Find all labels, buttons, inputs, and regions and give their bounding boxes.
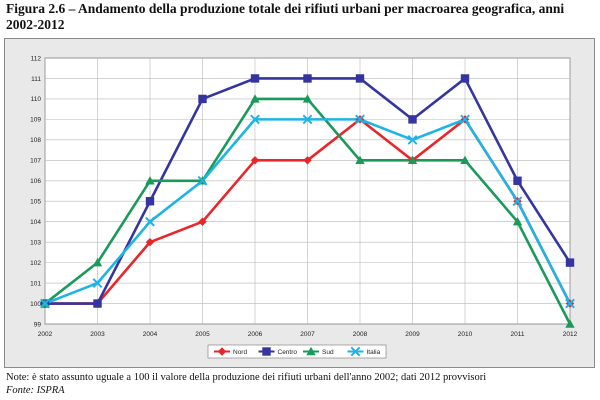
data-point-sud [302, 94, 313, 103]
data-point-italia [92, 278, 103, 288]
data-point-italia [250, 114, 260, 125]
x-tick-label: 2002 [38, 331, 53, 338]
x-tick-label: 2005 [195, 331, 210, 338]
legend-label-italia: Italia [367, 349, 381, 356]
y-tick-label: 106 [30, 178, 41, 185]
y-tick-label: 107 [30, 158, 41, 165]
y-tick-label: 103 [30, 239, 41, 246]
data-point-sud [145, 176, 155, 185]
data-point-italia [145, 216, 155, 227]
data-point-sud [250, 94, 260, 103]
y-tick-label: 104 [30, 219, 41, 226]
data-point-nord [145, 237, 155, 247]
y-tick-label: 101 [30, 280, 41, 287]
y-tick-label: 105 [30, 199, 41, 206]
x-tick-label: 2010 [458, 331, 473, 338]
y-tick-label: 99 [34, 321, 42, 328]
figure-source: Fonte: ISPRA [6, 385, 65, 396]
legend-label-nord: Nord [233, 349, 247, 356]
legend-label-sud: Sud [322, 349, 334, 356]
figure-note: Note: è stato assunto uguale a 100 il va… [6, 372, 487, 383]
x-tick-label: 2012 [563, 331, 578, 338]
data-point-centro [355, 74, 365, 83]
x-tick-label: 2011 [511, 331, 525, 338]
x-tick-label: 2004 [143, 331, 158, 338]
data-point-sud [355, 155, 365, 165]
data-point-italia [302, 114, 313, 125]
y-tick-label: 112 [31, 55, 42, 62]
y-tick-label: 100 [30, 301, 41, 308]
figure-title: Figura 2.6 – Andamento della produzione … [6, 1, 565, 32]
line-chart: 99 100 101 102 103 104 105 106 107 108 109 110 111 11… [30, 55, 578, 359]
data-point-centro [303, 74, 312, 83]
data-point-sud [460, 155, 470, 165]
data-point-centro [513, 176, 522, 185]
data-point-sud [565, 319, 575, 328]
chart-frame: 99 100 101 102 103 104 105 106 107 108 109 110 111 11… [4, 38, 595, 368]
x-tick-label: 2008 [353, 331, 368, 338]
data-point-centro [198, 94, 207, 104]
legend-label-centro: Centro [278, 349, 298, 356]
data-point-centro [250, 74, 260, 83]
data-point-centro [408, 115, 417, 124]
data-point-nord [198, 217, 207, 226]
legend-box [207, 344, 387, 359]
data-point-italia [407, 134, 418, 145]
x-tick-label: 2006 [248, 331, 263, 338]
y-tick-label: 102 [30, 260, 41, 267]
y-tick-label: 109 [30, 117, 41, 124]
legend-marker-italia [350, 346, 361, 357]
data-point-italia [512, 196, 523, 207]
data-point-italia [197, 175, 208, 186]
data-point-sud [407, 155, 418, 165]
data-point-centro [93, 299, 102, 308]
y-tick-label: 111 [31, 76, 41, 83]
data-point-sud [92, 257, 103, 267]
x-tick-label: 2009 [405, 331, 420, 338]
x-tick-label: 2007 [300, 331, 315, 338]
data-point-nord [303, 156, 312, 165]
legend-marker-nord [217, 347, 227, 356]
data-point-centro [565, 258, 575, 267]
data-point-centro [460, 74, 470, 83]
legend-marker-centro [262, 347, 271, 356]
data-point-centro [145, 197, 155, 206]
data-point-italia [565, 298, 575, 309]
data-point-italia [460, 114, 470, 125]
data-point-sud [512, 216, 523, 226]
y-tick-label: 108 [30, 137, 41, 144]
legend-marker-sud [306, 346, 316, 356]
data-point-italia [40, 298, 50, 309]
data-point-italia [355, 114, 365, 125]
data-point-nord [250, 156, 260, 165]
x-tick-label: 2003 [90, 331, 105, 338]
y-tick-label: 110 [31, 96, 42, 103]
